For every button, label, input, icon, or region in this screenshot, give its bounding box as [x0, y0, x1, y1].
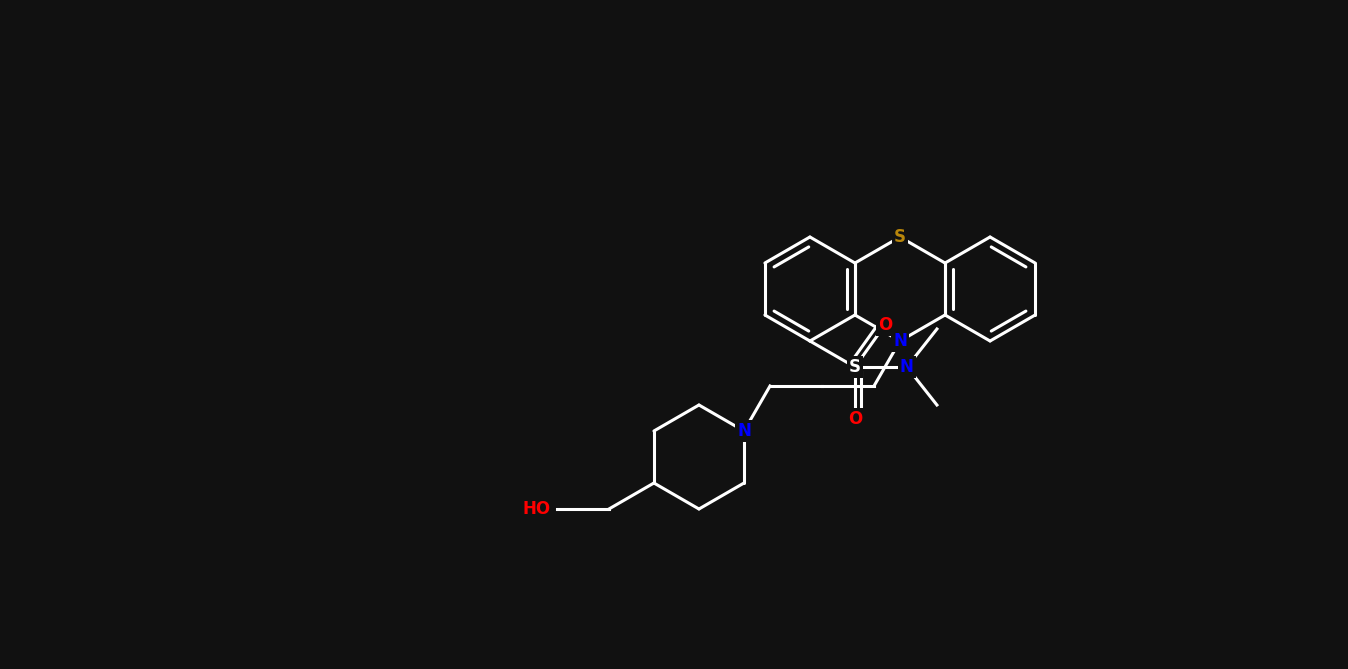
Text: S: S	[894, 228, 906, 246]
Text: S: S	[849, 358, 861, 376]
Text: N: N	[894, 332, 907, 350]
Text: HO: HO	[523, 500, 551, 518]
Text: O: O	[878, 316, 892, 334]
Text: N: N	[737, 422, 751, 440]
Text: O: O	[848, 410, 863, 428]
Text: N: N	[900, 358, 914, 376]
